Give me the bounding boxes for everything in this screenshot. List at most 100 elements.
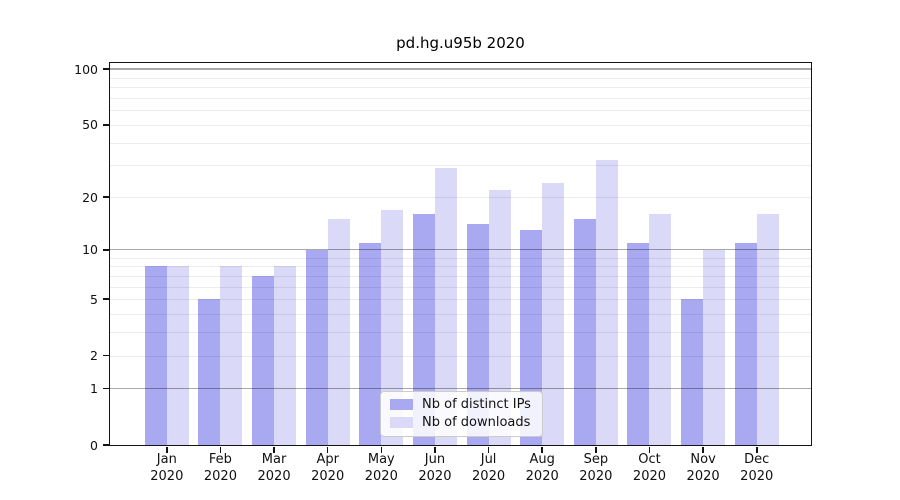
year-label: 2020 — [740, 468, 774, 484]
x-tick-feb — [219, 446, 222, 453]
y-tick-0 — [102, 444, 110, 446]
month-label: Nov — [690, 452, 716, 467]
month-label: Jun — [424, 452, 446, 467]
bar-downloads-apr — [327, 219, 350, 445]
gridline-minor-50 — [110, 124, 811, 126]
bar-downloads-jun — [434, 168, 457, 445]
month-label: Apr — [316, 452, 339, 467]
y-tick-label-10: 10 — [82, 242, 98, 258]
gridline-minor-4 — [110, 313, 811, 315]
legend-swatch-distinct-ips — [390, 399, 413, 410]
legend-label: Nb of downloads — [422, 415, 531, 430]
gridline-minor-80 — [110, 87, 811, 89]
gridline-minor-30 — [110, 165, 811, 167]
bar-ips-nov — [681, 299, 704, 445]
x-tick-label-mar: Mar 2020 — [242, 452, 306, 485]
plot-area — [110, 63, 811, 445]
x-tick-label-jan: Jan 2020 — [135, 452, 199, 485]
x-tick-may — [380, 446, 383, 453]
gridline-minor-3 — [110, 332, 811, 334]
bar-downloads-mar — [274, 266, 297, 445]
bar-ips-mar — [252, 275, 275, 445]
x-tick-sep — [595, 446, 597, 453]
x-tick-label-feb: Feb 2020 — [188, 452, 252, 485]
bar-downloads-jan — [166, 266, 189, 445]
x-tick-aug — [541, 446, 543, 453]
gridline-minor-90 — [110, 77, 811, 79]
bar-ips-dec — [734, 242, 757, 445]
gridline-minor-9 — [110, 257, 811, 259]
month-label: Jan — [156, 452, 177, 467]
bar-ips-jan — [144, 266, 167, 445]
year-label: 2020 — [418, 468, 452, 484]
y-tick-label-2: 2 — [90, 348, 98, 364]
gridline-minor-8 — [110, 266, 811, 268]
x-tick-jun — [434, 446, 436, 453]
bar-downloads-oct — [649, 214, 672, 445]
x-tick-oct — [648, 446, 651, 453]
legend-label: Nb of distinct IPs — [422, 397, 531, 412]
y-tick-label-100: 100 — [74, 61, 98, 77]
year-label: 2020 — [203, 468, 237, 484]
bar-ips-jul — [466, 224, 489, 445]
x-tick-label-dec: Dec 2020 — [725, 452, 789, 485]
bar-ips-oct — [627, 242, 650, 445]
y-tick-label-5: 5 — [90, 291, 98, 307]
y-tick-5 — [102, 298, 110, 300]
gridline-minor-40 — [110, 142, 811, 144]
x-tick-label-nov: Nov 2020 — [671, 452, 735, 485]
gridline-minor-6 — [110, 286, 811, 288]
year-label: 2020 — [472, 468, 506, 484]
year-label: 2020 — [686, 468, 720, 484]
x-tick-label-jun: Jun 2020 — [403, 452, 467, 485]
y-tick-label-1: 1 — [90, 381, 98, 397]
gridline-major-100 — [110, 68, 811, 70]
bar-downloads-may — [381, 209, 404, 445]
month-label: Jul — [480, 452, 497, 467]
year-label: 2020 — [579, 468, 613, 484]
year-label: 2020 — [632, 468, 667, 484]
month-label: Oct — [638, 452, 661, 467]
gridline-minor-60 — [110, 110, 811, 112]
y-tick-100 — [102, 68, 110, 70]
bar-ips-feb — [198, 299, 221, 445]
bar-ips-sep — [573, 219, 596, 445]
year-label: 2020 — [150, 468, 184, 484]
gridline-minor-2 — [110, 355, 811, 357]
y-tick-label-50: 50 — [82, 117, 98, 133]
month-label: Sep — [583, 452, 609, 467]
x-tick-label-jul: Jul 2020 — [457, 452, 521, 485]
legend-swatch-downloads — [390, 417, 413, 428]
month-label: Dec — [744, 452, 770, 467]
bar-downloads-aug — [542, 182, 565, 445]
x-tick-label-may: May 2020 — [349, 452, 413, 485]
gridline-major-10 — [110, 249, 811, 251]
legend-item-downloads: Nb of downloads — [390, 415, 531, 430]
bar-downloads-sep — [595, 160, 618, 445]
legend-item-distinct-ips: Nb of distinct IPs — [390, 397, 531, 412]
y-tick-label-0: 0 — [90, 437, 98, 453]
x-tick-jan — [166, 446, 168, 453]
y-tick-10 — [102, 248, 110, 251]
gridline-major-1 — [110, 387, 811, 390]
x-tick-label-aug: Aug 2020 — [510, 452, 574, 485]
year-label: 2020 — [257, 468, 291, 484]
y-tick-20 — [102, 196, 110, 198]
bar-downloads-feb — [220, 266, 243, 445]
x-tick-label-apr: Apr 2020 — [296, 452, 360, 485]
x-tick-mar — [273, 446, 275, 453]
bar-downloads-nov — [703, 249, 726, 445]
month-label: Mar — [261, 452, 287, 467]
x-tick-label-sep: Sep 2020 — [564, 452, 628, 485]
y-tick-label-20: 20 — [82, 189, 98, 205]
x-tick-apr — [326, 446, 329, 453]
bar-ips-may — [359, 242, 382, 445]
gridline-minor-7 — [110, 275, 811, 277]
bar-ips-jun — [412, 214, 435, 445]
legend: Nb of distinct IPs Nb of downloads — [380, 391, 543, 437]
year-label: 2020 — [525, 468, 559, 484]
year-label: 2020 — [364, 468, 398, 484]
month-label: Feb — [208, 452, 232, 467]
month-label: May — [367, 452, 395, 467]
